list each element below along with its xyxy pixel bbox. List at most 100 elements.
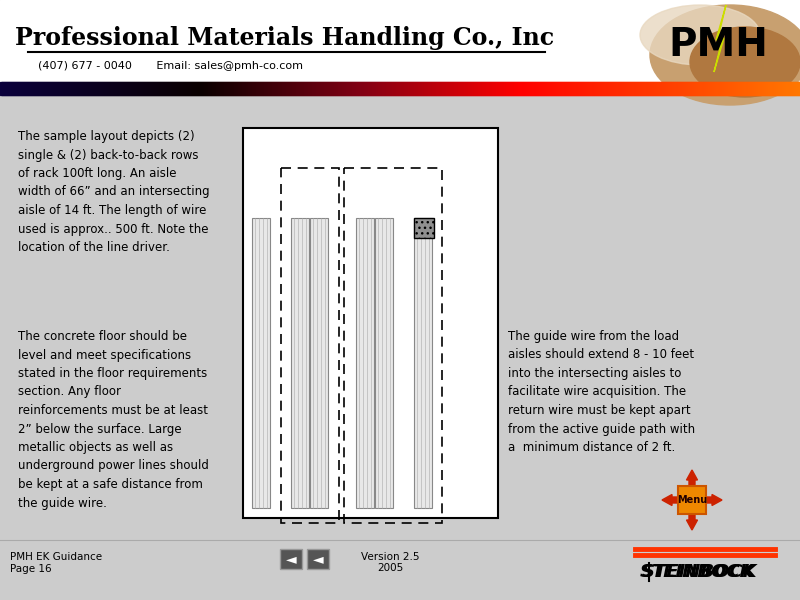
Bar (482, 82, 485, 95)
Bar (526, 82, 529, 95)
Bar (244, 82, 247, 95)
Bar (744, 82, 747, 95)
Bar (76, 82, 79, 95)
Bar (678, 486, 706, 514)
Bar (542, 82, 545, 95)
Bar (378, 82, 381, 95)
Bar (370, 82, 373, 95)
Bar (610, 82, 613, 95)
Bar (616, 82, 619, 95)
Bar (528, 82, 531, 95)
Bar (414, 218, 434, 238)
Bar (192, 82, 195, 95)
Bar (456, 82, 459, 95)
Bar (642, 82, 645, 95)
Bar (480, 82, 483, 95)
Bar (580, 82, 583, 95)
Bar (314, 82, 317, 95)
Bar (356, 218, 374, 508)
Bar (296, 82, 299, 95)
Bar (232, 82, 235, 95)
Bar (282, 82, 285, 95)
Bar (388, 82, 391, 95)
Text: PMH: PMH (668, 26, 768, 64)
Bar (234, 82, 237, 95)
Bar (592, 82, 595, 95)
Bar (704, 82, 707, 95)
Bar (658, 82, 661, 95)
Bar (291, 218, 309, 508)
Bar (798, 82, 800, 95)
FancyArrow shape (662, 494, 682, 505)
Bar (420, 82, 423, 95)
Bar (124, 82, 127, 95)
Bar (602, 82, 605, 95)
Bar (2, 82, 5, 95)
Bar (56, 82, 59, 95)
Bar (120, 82, 123, 95)
Text: Menu: Menu (677, 495, 707, 505)
Bar (440, 82, 443, 95)
Bar (96, 82, 99, 95)
Bar (64, 82, 67, 95)
Bar (728, 82, 731, 95)
Bar (684, 82, 687, 95)
Bar (290, 82, 293, 95)
Bar (144, 82, 147, 95)
Bar (638, 82, 641, 95)
Bar (364, 82, 367, 95)
Bar (114, 82, 117, 95)
Bar (158, 82, 161, 95)
Bar (738, 82, 741, 95)
Bar (400, 82, 403, 95)
Bar (254, 82, 257, 95)
Bar (450, 82, 453, 95)
Bar (0, 540, 800, 600)
Bar (426, 82, 429, 95)
Bar (522, 82, 525, 95)
Bar (396, 82, 399, 95)
Bar (84, 82, 87, 95)
Bar (434, 82, 437, 95)
Bar (344, 82, 347, 95)
Bar (634, 82, 637, 95)
Bar (168, 82, 171, 95)
Bar (6, 82, 9, 95)
Bar (782, 82, 785, 95)
Bar (352, 82, 355, 95)
Bar (8, 82, 11, 95)
Bar (736, 82, 739, 95)
Bar (696, 82, 699, 95)
Bar (354, 82, 357, 95)
Bar (212, 82, 215, 95)
Bar (724, 82, 727, 95)
Bar (40, 82, 43, 95)
Bar (510, 82, 513, 95)
Bar (428, 82, 431, 95)
Bar (682, 82, 685, 95)
Bar (288, 82, 291, 95)
Bar (50, 82, 53, 95)
Bar (578, 82, 581, 95)
Bar (200, 82, 203, 95)
Bar (294, 82, 297, 95)
Bar (281, 168, 339, 523)
Bar (236, 82, 239, 95)
Bar (74, 82, 77, 95)
Bar (176, 82, 179, 95)
Bar (166, 82, 169, 95)
Text: Version 2.5: Version 2.5 (361, 552, 419, 562)
Bar (452, 82, 455, 95)
Bar (270, 82, 273, 95)
Bar (376, 82, 379, 95)
Bar (776, 82, 779, 95)
Bar (666, 82, 669, 95)
Bar (712, 82, 715, 95)
Bar (706, 82, 709, 95)
Bar (44, 82, 47, 95)
Bar (58, 82, 61, 95)
Text: Page 16: Page 16 (10, 564, 52, 574)
Bar (292, 82, 295, 95)
Bar (204, 82, 207, 95)
Bar (474, 82, 477, 95)
